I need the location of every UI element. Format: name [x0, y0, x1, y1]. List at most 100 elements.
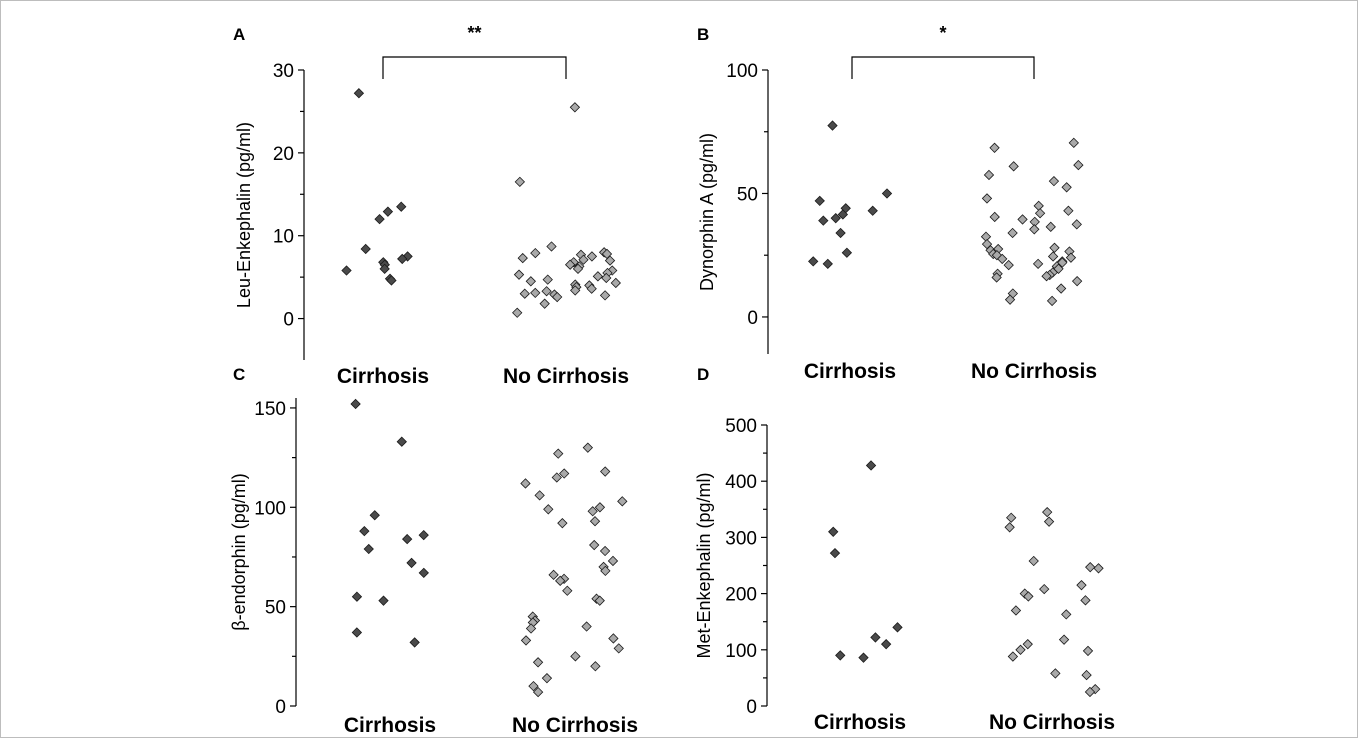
data-point-no-cirrhosis: [589, 516, 601, 527]
data-point-no-cirrhosis: [617, 496, 628, 507]
data-point-no-cirrhosis: [552, 291, 563, 303]
data-point-cirrhosis: [402, 533, 413, 545]
data-point-cirrhosis: [835, 650, 846, 661]
data-point-cirrhosis: [382, 206, 394, 217]
data-point-cirrhosis: [360, 243, 371, 255]
data-point-no-cirrhosis: [1055, 283, 1067, 294]
data-point-no-cirrhosis: [532, 657, 544, 668]
data-point-no-cirrhosis: [1007, 651, 1019, 662]
data-point-no-cirrhosis: [1061, 182, 1072, 193]
data-point-no-cirrhosis: [1007, 227, 1018, 239]
y-tick-label: 400: [725, 472, 757, 493]
data-point-no-cirrhosis: [582, 442, 594, 453]
data-point-cirrhosis: [396, 436, 407, 447]
data-point-no-cirrhosis: [520, 478, 531, 489]
y-tick-label: 100: [726, 61, 758, 82]
data-point-no-cirrhosis: [1033, 200, 1044, 211]
data-point-no-cirrhosis: [572, 263, 584, 275]
panel-d: D 0 100 200 300 400 500 Met-Enkephalin (pg/ml) C…: [694, 365, 1115, 734]
data-point-no-cirrhosis: [981, 193, 993, 204]
y-axis-label: Dynorphin A (pg/ml): [697, 133, 717, 291]
y-axis-label: β-endorphin (pg/ml): [229, 473, 249, 630]
data-point-no-cirrhosis: [1032, 258, 1044, 270]
data-point-no-cirrhosis: [541, 673, 553, 684]
y-tick-label: 0: [747, 308, 758, 329]
y-tick-label: 150: [254, 399, 286, 420]
y-tick-label: 20: [273, 144, 294, 165]
data-point-no-cirrhosis: [559, 468, 570, 479]
data-point-no-cirrhosis: [513, 269, 525, 280]
data-point-no-cirrhosis: [1010, 605, 1022, 616]
data-point-cirrhosis: [418, 567, 429, 579]
data-point-no-cirrhosis: [1015, 644, 1026, 655]
data-point-no-cirrhosis: [989, 142, 1000, 153]
data-point-no-cirrhosis: [1071, 275, 1083, 287]
data-point-cirrhosis: [814, 195, 825, 207]
data-point-no-cirrhosis: [997, 253, 1008, 265]
data-point-no-cirrhosis: [607, 555, 619, 567]
data-point-no-cirrhosis: [562, 585, 573, 596]
x-category-label: No Cirrhosis: [503, 365, 629, 388]
significance-label: *: [939, 23, 946, 43]
data-point-no-cirrhosis: [980, 231, 992, 242]
data-point-no-cirrhosis: [530, 247, 541, 259]
y-tick-label: 100: [254, 498, 286, 519]
data-point-no-cirrhosis: [1017, 214, 1028, 225]
data-point-no-cirrhosis: [590, 661, 601, 672]
data-point-no-cirrhosis: [569, 102, 581, 113]
data-point-no-cirrhosis: [989, 211, 1000, 223]
data-point-no-cirrhosis: [581, 621, 592, 632]
data-point-no-cirrhosis: [534, 490, 545, 501]
data-point-no-cirrhosis: [512, 307, 523, 318]
y-tick-label: 30: [273, 61, 294, 82]
data-point-cirrhosis: [341, 265, 352, 276]
data-point-cirrhosis: [378, 595, 389, 606]
data-point-no-cirrhosis: [564, 259, 576, 270]
data-point-no-cirrhosis: [520, 635, 532, 646]
data-point-no-cirrhosis: [551, 472, 562, 483]
data-point-cirrhosis: [837, 209, 849, 220]
data-point-cirrhosis: [351, 591, 363, 602]
data-point-no-cirrhosis: [546, 241, 557, 252]
panel-letter: D: [697, 365, 709, 384]
panel-c: C 0 50 100 150 β-endorphin (pg/ml) Cirrhosis No…: [229, 365, 638, 737]
data-point-cirrhosis: [351, 627, 363, 638]
data-point-no-cirrhosis: [543, 504, 554, 515]
panel-letter: C: [233, 365, 245, 384]
data-point-no-cirrhosis: [1071, 219, 1082, 230]
y-tick-label: 500: [725, 416, 757, 437]
data-point-no-cirrhosis: [1047, 251, 1059, 262]
y-tick-label: 50: [737, 184, 758, 205]
data-point-no-cirrhosis: [991, 272, 1002, 283]
data-point-no-cirrhosis: [548, 569, 559, 581]
x-category-label: No Cirrhosis: [971, 360, 1097, 383]
data-point-no-cirrhosis: [528, 680, 539, 692]
panel-b: B 0 50 100 Dynorphin A (pg/ml) Cirrhosis No Ci…: [697, 23, 1097, 383]
data-point-no-cirrhosis: [532, 686, 544, 698]
data-point-cirrhosis: [892, 622, 903, 633]
data-point-no-cirrhosis: [1041, 271, 1052, 282]
data-point-no-cirrhosis: [553, 448, 564, 459]
significance-bracket: [382, 56, 567, 79]
data-point-no-cirrhosis: [1045, 221, 1056, 232]
data-point-no-cirrhosis: [539, 298, 550, 309]
data-point-no-cirrhosis: [530, 287, 541, 299]
data-point-cirrhosis: [822, 258, 833, 270]
data-point-cirrhosis: [841, 247, 853, 258]
data-point-no-cirrhosis: [599, 545, 611, 557]
x-category-label: No Cirrhosis: [989, 711, 1115, 734]
data-point-no-cirrhosis: [610, 277, 621, 289]
data-point-no-cirrhosis: [594, 595, 605, 606]
data-point-cirrhosis: [396, 201, 407, 212]
data-point-cirrhosis: [386, 275, 397, 286]
data-point-no-cirrhosis: [1061, 609, 1072, 620]
data-point-no-cirrhosis: [1003, 259, 1014, 271]
data-point-no-cirrhosis: [1049, 242, 1060, 253]
data-point-no-cirrhosis: [1008, 161, 1019, 172]
data-point-no-cirrhosis: [1076, 580, 1087, 591]
data-point-no-cirrhosis: [594, 502, 606, 513]
significance-bracket: [851, 56, 1035, 79]
data-point-no-cirrhosis: [557, 518, 568, 529]
